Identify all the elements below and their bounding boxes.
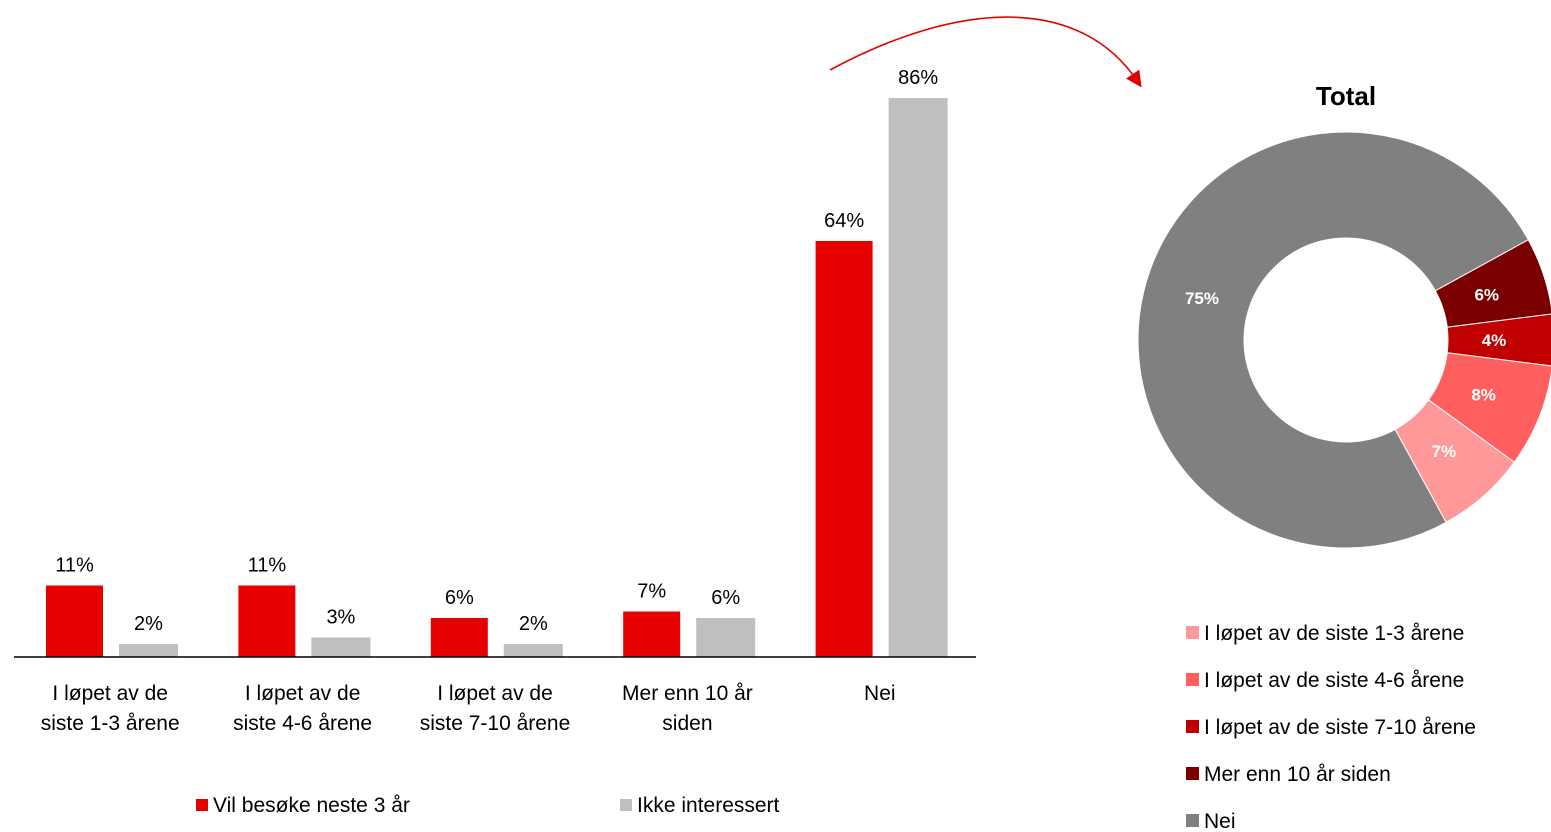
donut-slices-group (1137, 131, 1551, 549)
bar-vil-besoke-5 (815, 241, 873, 657)
bar-chart: 11% 2% 11% 3% 6% 2% 7% 6% 64% 86% I løpet av de si… (14, 67, 976, 817)
donut-legend: I løpet av de siste 1-3 årene I løpet av … (1186, 622, 1476, 832)
donut-legend-label-2: I løpet av de siste 4-6 årene (1204, 669, 1464, 692)
legend-label-1: Vil besøke neste 3 år (213, 794, 410, 817)
data-label: 11% (248, 555, 287, 577)
data-label: 86% (898, 67, 938, 89)
donut-title: Total (1316, 81, 1376, 111)
category-label-4: Mer enn 10 år siden (622, 682, 753, 735)
data-label: 6% (711, 587, 740, 609)
donut-legend-swatch-5 (1186, 814, 1199, 827)
category-label-5: Nei (864, 682, 896, 705)
donut-legend-swatch-4 (1186, 767, 1199, 780)
donut-legend-swatch-1 (1186, 626, 1199, 639)
bar-vil-besoke-4 (623, 611, 681, 657)
bar-ikke-interessert-2 (311, 637, 371, 657)
bar-legend: Vil besøke neste 3 år Ikke interessert (196, 794, 780, 817)
legend-swatch-1 (196, 799, 208, 811)
bar-ikke-interessert-5 (888, 98, 948, 657)
donut-label: 4% (1482, 331, 1507, 350)
donut-label: 7% (1432, 442, 1457, 461)
donut-legend-swatch-2 (1186, 673, 1199, 686)
bar-ikke-interessert-3 (503, 644, 563, 657)
category-label-1: I løpet av de siste 1-3 årene (41, 682, 180, 735)
category-label-3: I løpet av de siste 7-10 årene (420, 682, 571, 735)
donut-slice-1 (1394, 399, 1515, 523)
curved-arrow (829, 16, 1142, 88)
bar-vil-besoke-2 (238, 585, 296, 657)
donut-slice-4 (1434, 239, 1551, 328)
data-label: 3% (326, 607, 355, 629)
data-label: 6% (445, 587, 474, 609)
donut-legend-label-5: Nei (1204, 810, 1236, 832)
data-label: 2% (134, 613, 163, 635)
donut-legend-swatch-3 (1186, 720, 1199, 733)
bar-vil-besoke-3 (430, 618, 488, 657)
bars-group (46, 98, 948, 657)
donut-legend-label-3: I løpet av de siste 7-10 årene (1204, 716, 1476, 739)
donut-legend-label-1: I løpet av de siste 1-3 årene (1204, 622, 1464, 645)
donut-labels-group: 75% 6% 4% 8% 7% (1185, 285, 1506, 461)
donut-label: 6% (1474, 285, 1499, 304)
data-label: 64% (824, 210, 864, 232)
bar-ikke-interessert-4 (696, 618, 756, 657)
donut-legend-label-4: Mer enn 10 år siden (1204, 763, 1391, 786)
donut-label: 8% (1471, 385, 1496, 404)
category-labels-group: I løpet av de siste 1-3 årene I løpet av d… (41, 682, 896, 735)
donut-chart: Total 75% 6% 4% 8% 7% I løpet av de siste 1-… (1137, 81, 1551, 832)
donut-slice-5 (1137, 131, 1529, 549)
data-label: 7% (637, 581, 666, 603)
category-label-2: I løpet av de siste 4-6 årene (233, 682, 372, 735)
bar-vil-besoke-1 (46, 585, 103, 657)
donut-label: 75% (1185, 289, 1219, 308)
data-label: 11% (55, 555, 94, 577)
legend-label-2: Ikke interessert (637, 794, 780, 817)
data-labels-group: 11% 2% 11% 3% 6% 2% 7% 6% 64% 86% (55, 67, 938, 635)
data-label: 2% (519, 613, 548, 635)
bar-ikke-interessert-1 (119, 644, 178, 657)
legend-swatch-2 (620, 799, 632, 811)
